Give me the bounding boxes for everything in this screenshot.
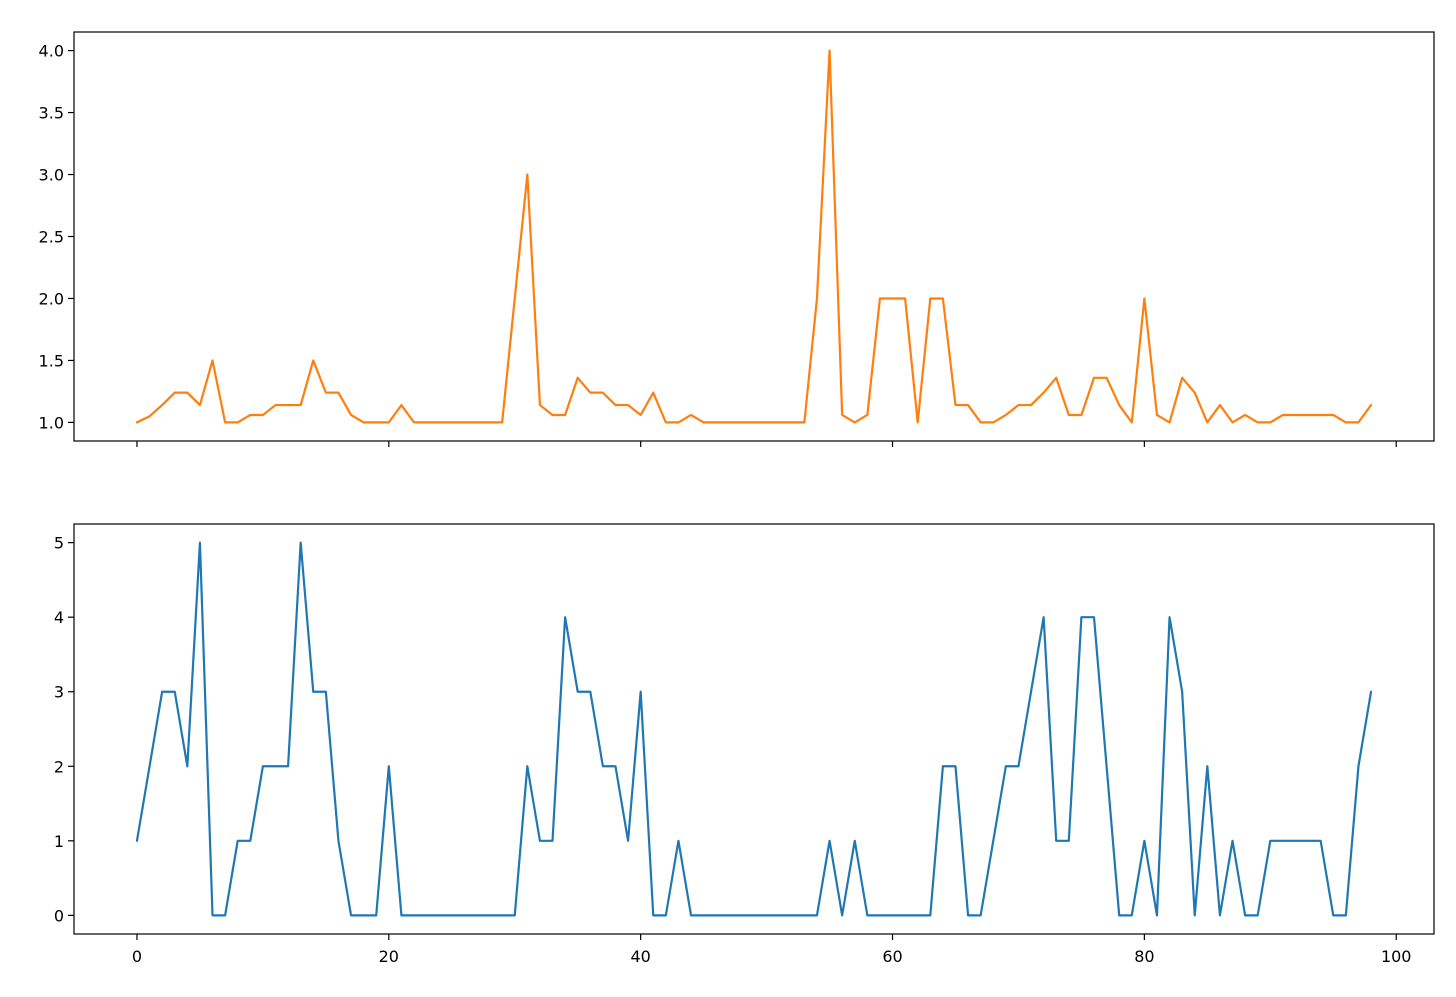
bottom-plot-frame <box>73 523 1435 935</box>
top-y-axis: 1.0 1.5 2.0 2.5 3.0 3.5 4.0 <box>39 42 74 432</box>
bottom-series-line <box>135 541 1373 917</box>
bottom-y-axis: 0 1 2 3 4 5 <box>54 534 74 925</box>
bottom-y-tick-label: 1 <box>54 832 64 851</box>
top-y-tick-label: 3.0 <box>39 166 64 185</box>
bottom-x-tick-label: 100 <box>1381 947 1412 966</box>
top-y-tick-label: 3.5 <box>39 104 64 123</box>
top-panel: 1.0 1.5 2.0 2.5 3.0 3.5 4.0 <box>39 31 1435 447</box>
top-x-axis <box>136 441 1397 447</box>
bottom-x-axis: 0 20 40 60 80 100 <box>132 934 1412 966</box>
bottom-panel: 0 1 2 3 4 5 0 20 40 60 80 100 <box>54 523 1435 966</box>
bottom-y-tick-label: 3 <box>54 683 64 702</box>
bottom-y-tick-label: 2 <box>54 757 64 776</box>
bottom-x-tick-label: 80 <box>1134 947 1154 966</box>
bottom-x-tick-label: 0 <box>132 947 142 966</box>
top-y-tick-label: 2.5 <box>39 228 64 247</box>
top-y-tick-label: 4.0 <box>39 42 64 61</box>
top-y-tick-label: 1.0 <box>39 413 64 432</box>
top-y-tick-label: 1.5 <box>39 351 64 370</box>
bottom-x-tick-label: 40 <box>630 947 650 966</box>
bottom-y-tick-label: 5 <box>54 534 64 553</box>
bottom-y-tick-label: 4 <box>54 608 64 627</box>
bottom-x-tick-label: 60 <box>882 947 902 966</box>
top-series-line <box>135 49 1373 424</box>
bottom-x-tick-label: 20 <box>379 947 399 966</box>
bottom-y-tick-label: 0 <box>54 906 64 925</box>
top-y-tick-label: 2.0 <box>39 289 64 308</box>
